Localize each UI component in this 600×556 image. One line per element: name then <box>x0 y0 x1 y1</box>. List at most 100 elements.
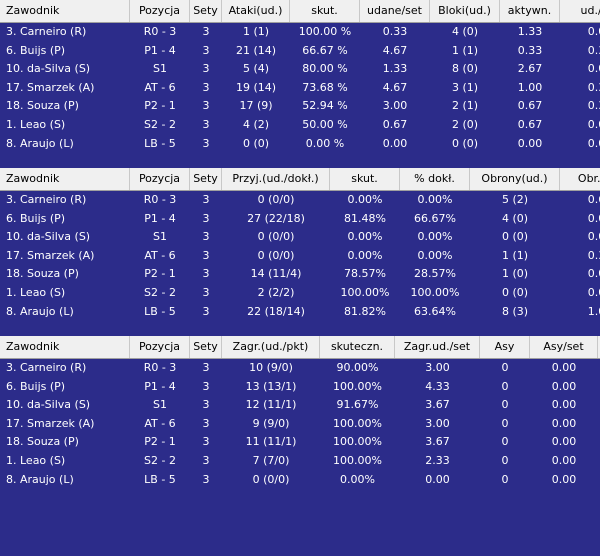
table-cell: 0.33 <box>517 43 543 57</box>
table-cell: 0.00 <box>551 435 577 449</box>
column-header: % dokł. <box>400 168 470 190</box>
table-cell: 0 (0) <box>501 286 529 299</box>
table-cell: S2 - 2 <box>144 118 176 131</box>
table-cell: 1 (1) <box>451 43 479 57</box>
table-cell: 0.67 <box>587 193 600 206</box>
table-cell: 0.00% <box>347 193 383 206</box>
table-cell: 0 (0) <box>451 136 479 150</box>
table-cell: 0.00% <box>347 248 383 262</box>
table-cell: 3 <box>202 118 210 131</box>
table-cell: 0.00 <box>587 286 600 299</box>
table-cell: S1 <box>153 230 167 244</box>
table-cell: 0.33 <box>587 80 600 94</box>
table-cell: 18. Souza (P) <box>6 99 79 113</box>
table-cell: 3 <box>202 267 210 281</box>
table-cell: 0.00 <box>587 62 600 76</box>
table-cell: 0.33 <box>587 99 600 113</box>
table-cell: 3. Carneiro (R) <box>6 193 87 206</box>
table-cell: 28.57% <box>414 267 456 281</box>
header-row <box>0 168 600 191</box>
table-cell: 1.33 <box>382 62 408 76</box>
table-cell: 3. Carneiro (R) <box>6 361 87 374</box>
table-cell: 1. Leao (S) <box>6 286 66 299</box>
table-cell: 80.00 % <box>302 62 348 76</box>
table-cell: 4.33 <box>425 379 450 393</box>
column-header: Zagr.(ud./pkt) <box>222 336 320 358</box>
table-cell: 3.67 <box>425 435 450 449</box>
table-cell: 3.00 <box>382 99 408 113</box>
table-cell: P1 - 4 <box>144 43 176 57</box>
table-cell: 0.00 <box>517 136 543 150</box>
table-cell: 8. Araujo (L) <box>6 304 74 318</box>
table-cell: 10. da-Silva (S) <box>6 230 91 244</box>
table-cell: 0.00 <box>587 136 600 150</box>
table-cell: 3 <box>202 62 210 76</box>
table-cell: AT - 6 <box>144 80 176 94</box>
table-cell: 0.00% <box>417 248 453 262</box>
table-cell: 3 <box>202 304 210 318</box>
table-cell: 0.00 <box>587 267 600 281</box>
table-cell: 3.67 <box>425 398 450 412</box>
table-cell: P2 - 1 <box>144 267 176 281</box>
table-cell: 7 (7/0) <box>252 454 290 467</box>
table-cell: 3 <box>202 435 210 449</box>
table-cell: 3 <box>202 472 210 486</box>
table-cell: 17. Smarzek (A) <box>6 416 95 430</box>
table-cell: 0.00% <box>417 230 453 244</box>
table-cell: 3 <box>202 80 210 94</box>
column-header: Sety <box>190 168 222 190</box>
column-header: Zawodnik <box>0 0 130 22</box>
table-cell: 2.67 <box>517 62 543 76</box>
column-header: Asy <box>480 336 530 358</box>
column-header: skut. <box>330 168 400 190</box>
table-cell: 27 (22/18) <box>247 211 305 225</box>
table-cell: 81.82% <box>344 304 386 318</box>
table-cell: 10. da-Silva (S) <box>6 398 91 412</box>
table-cell: 0 <box>501 379 509 393</box>
table-cell: 3 <box>202 25 210 38</box>
table-cell: 11 (11/1) <box>245 435 297 449</box>
column-header: Zawodnik <box>0 336 130 358</box>
table-cell: 73.68 % <box>302 80 348 94</box>
table-cell: 3 <box>202 361 210 374</box>
table-cell: 6. Buijs (P) <box>6 211 66 225</box>
table-cell: 3 <box>202 398 210 412</box>
table-cell: P1 - 4 <box>144 379 176 393</box>
table-cell: 0.00 <box>551 454 577 467</box>
table-cell: 1 (0) <box>501 267 529 281</box>
table-cell: 2 (2/2) <box>257 286 295 299</box>
table-cell: 50.00 % <box>302 118 348 131</box>
table-cell: 100.00% <box>410 286 460 299</box>
table-cell: 3 <box>202 136 210 150</box>
table-cell: P2 - 1 <box>144 99 176 113</box>
table-cell: 0 (0/0) <box>257 193 295 206</box>
table-cell: 66.67 % <box>302 43 348 57</box>
table-cell: 3 <box>202 230 210 244</box>
table-cell: S1 <box>153 398 167 412</box>
table-cell: 21 (14) <box>235 43 277 57</box>
table-cell: 4 (0) <box>501 211 529 225</box>
table-cell: 0.00 % <box>305 136 345 150</box>
table-cell: 0 <box>501 472 509 486</box>
table-cell: 91.67% <box>336 398 379 412</box>
column-header: Przyj.(ud./dokł.) <box>222 168 330 190</box>
table-cell: 5 (4) <box>242 62 270 76</box>
table-cell: 3 <box>202 248 210 262</box>
column-header: Pozycja <box>130 168 190 190</box>
table-cell: LB - 5 <box>144 304 176 318</box>
table-cell: 4 (0) <box>451 25 479 38</box>
table-cell: 66.67% <box>414 211 456 225</box>
table-cell: 52.94 % <box>302 99 348 113</box>
table-cell: 0.00 <box>587 25 600 38</box>
table-cell: 3. Carneiro (R) <box>6 25 87 38</box>
table-cell: 1 (1) <box>501 248 529 262</box>
table-cell: R0 - 3 <box>143 193 177 206</box>
column-header: Asy/set <box>530 336 598 358</box>
table-cell: R0 - 3 <box>143 361 177 374</box>
table-cell: 18. Souza (P) <box>6 267 79 281</box>
table-cell: 0 <box>501 454 509 467</box>
table-cell: AT - 6 <box>144 416 176 430</box>
column-header: udane/set <box>360 0 430 22</box>
column-header: Pozycja <box>130 0 190 22</box>
